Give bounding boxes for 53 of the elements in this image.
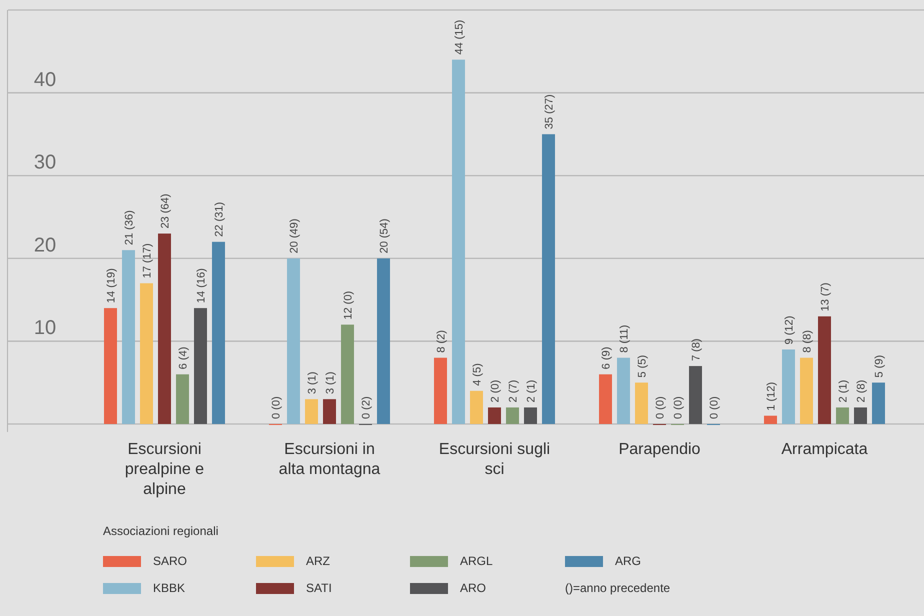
data-label: 20 (49) — [288, 218, 300, 254]
data-label: 9 (12) — [784, 316, 796, 344]
data-label: 3 (1) — [324, 372, 336, 394]
data-label: 2 (7) — [508, 380, 520, 402]
data-label: 17 (17) — [142, 243, 154, 278]
data-label: 22 (31) — [214, 202, 226, 237]
legend-label: ARZ — [306, 554, 330, 568]
legend-label: SARO — [153, 554, 188, 568]
y-tick-label: 10 — [34, 317, 56, 340]
x-tick-label: Parapendio — [618, 441, 701, 458]
x-tick-label: Escursioni sugli sci — [438, 441, 550, 478]
y-tick-label: 30 — [34, 152, 56, 174]
data-label: 21 (36) — [124, 210, 136, 246]
data-label: 7 (8) — [690, 338, 702, 362]
data-label: 13 (7) — [820, 282, 832, 312]
x-tick-label: Arrampicata — [781, 441, 868, 458]
legend-label: ARGL — [460, 554, 494, 568]
data-label: 5 (9) — [874, 354, 886, 378]
y-tick-label: 20 — [34, 234, 56, 256]
data-label: 0 (0) — [654, 396, 666, 419]
data-label: 0 (2) — [360, 396, 372, 419]
data-label: 4 (5) — [472, 363, 484, 386]
data-label: 8 (11) — [618, 324, 630, 353]
data-label: 14 (16) — [196, 268, 208, 304]
data-label: 2 (0) — [490, 380, 502, 402]
data-label: 14 (19) — [106, 268, 118, 304]
data-label: 20 (54) — [378, 218, 390, 254]
legend-title: Associazioni regionali — [103, 524, 218, 538]
data-label: 0 (0) — [270, 396, 282, 419]
data-label: 2 (1) — [838, 380, 850, 402]
data-label: 2 (1) — [526, 380, 538, 402]
x-tick-label: Escursioni in alta montagna — [278, 441, 380, 478]
data-label: 35 (27) — [544, 94, 556, 130]
legend-label: ARO — [460, 581, 486, 596]
legend-label: ARG — [615, 554, 642, 568]
data-label: 0 (0) — [672, 396, 684, 419]
x-tick-label: Escursioni prealpine e alpine — [124, 441, 204, 498]
data-label: 1 (12) — [766, 382, 778, 411]
data-label: 6 (4) — [178, 346, 190, 370]
data-label: 3 (1) — [306, 372, 318, 394]
data-label: 8 (2) — [436, 330, 448, 353]
data-label: 44 (15) — [454, 20, 466, 55]
data-label: 12 (0) — [342, 290, 354, 320]
data-label: 6 (9) — [600, 346, 612, 370]
data-label: 5 (5) — [636, 354, 648, 378]
y-tick-label: 40 — [34, 68, 56, 91]
data-label: 2 (8) — [856, 380, 868, 402]
data-label: 23 (64) — [160, 194, 172, 229]
legend-label: KBBK — [153, 581, 186, 596]
text: ()=anno precedente — [565, 581, 670, 596]
legend-label: SATI — [306, 581, 332, 596]
data-label: 8 (8) — [802, 330, 814, 353]
data-label: 0 (0) — [708, 396, 720, 419]
